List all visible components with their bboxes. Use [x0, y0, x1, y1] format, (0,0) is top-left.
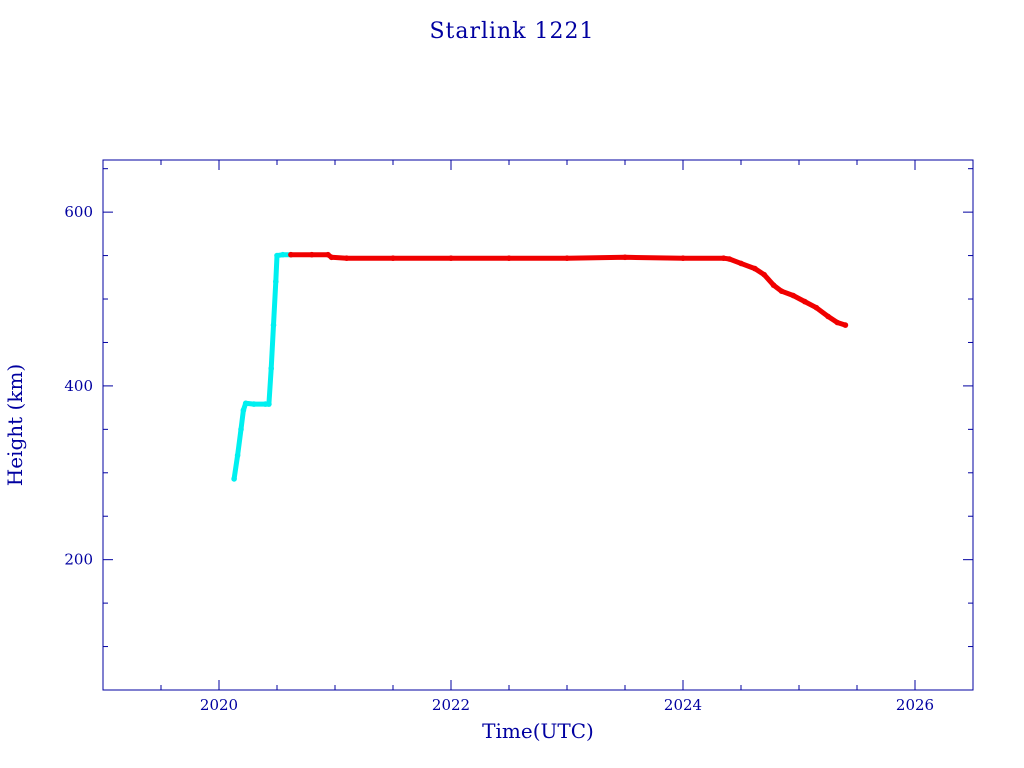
series-layer: [231, 251, 849, 482]
plot-frame: [102, 159, 974, 691]
x-tick-label: 2020: [200, 696, 238, 714]
y-axis-label: Height (km): [3, 364, 27, 486]
data-point: [238, 426, 244, 433]
data-point: [802, 298, 808, 305]
x-tick-label: 2022: [432, 696, 470, 714]
data-point: [242, 400, 249, 407]
data-point: [343, 255, 350, 261]
axis-tick-labels: 2020 2022 2024 2026 200 400 600: [64, 203, 934, 714]
data-point: [448, 255, 454, 261]
data-point: [270, 322, 277, 328]
data-point: [770, 282, 777, 288]
data-point: [390, 255, 396, 261]
data-point: [622, 254, 628, 261]
data-point: [752, 265, 758, 272]
data-point: [842, 322, 849, 328]
data-point: [231, 476, 237, 482]
data-point: [720, 255, 727, 261]
data-point: [726, 256, 733, 262]
y-tick-label: 600: [64, 203, 93, 221]
data-point: [240, 407, 247, 414]
data-point: [273, 278, 279, 285]
data-point: [288, 251, 294, 258]
series-line-1: [231, 252, 294, 482]
data-point: [761, 271, 767, 278]
data-point: [680, 255, 686, 261]
data-point: [825, 313, 831, 320]
data-point: [268, 365, 275, 372]
data-point: [328, 254, 335, 261]
series-line-2: [288, 252, 848, 328]
data-point: [280, 251, 286, 258]
data-point: [790, 292, 796, 299]
data-point: [309, 251, 315, 258]
x-tick-label: 2026: [896, 696, 934, 714]
y-tick-label: 200: [64, 551, 93, 569]
data-point: [778, 288, 785, 295]
data-point: [813, 304, 820, 311]
axis-ticks: [102, 160, 974, 691]
chart-title: Starlink 1221: [429, 19, 594, 44]
data-point: [234, 452, 241, 459]
data-point: [506, 255, 512, 261]
data-point: [274, 252, 280, 259]
y-tick-label: 400: [64, 377, 93, 395]
data-point: [564, 255, 570, 261]
data-point: [266, 401, 272, 407]
x-tick-label: 2024: [664, 696, 702, 714]
data-point: [738, 260, 744, 267]
data-point: [834, 319, 841, 326]
data-point: [251, 401, 257, 407]
x-axis-label: Time(UTC): [482, 719, 594, 743]
